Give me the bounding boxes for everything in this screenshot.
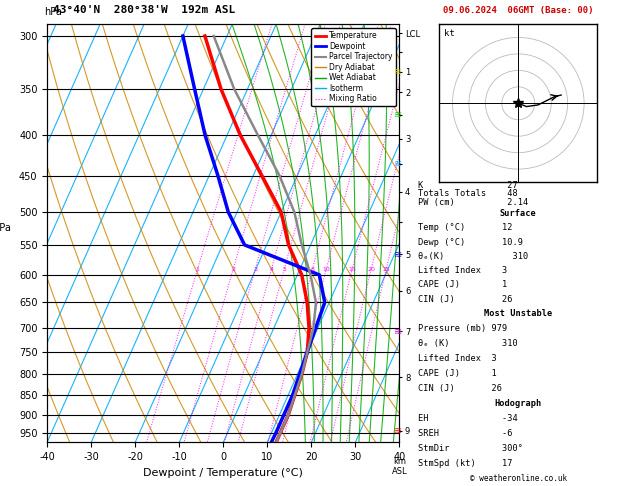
- Text: PW (cm)          2.14: PW (cm) 2.14: [418, 198, 528, 207]
- Text: Pressure (mb) 979: Pressure (mb) 979: [418, 324, 507, 333]
- Text: km
ASL: km ASL: [392, 457, 407, 476]
- Legend: Temperature, Dewpoint, Parcel Trajectory, Dry Adiabat, Wet Adiabat, Isotherm, Mi: Temperature, Dewpoint, Parcel Trajectory…: [311, 28, 396, 106]
- Text: Lifted Index    3: Lifted Index 3: [418, 266, 507, 275]
- Text: 3: 3: [253, 267, 257, 272]
- Text: CIN (J)         26: CIN (J) 26: [418, 295, 512, 304]
- Text: 15: 15: [348, 267, 356, 272]
- Text: hPa: hPa: [44, 7, 62, 17]
- X-axis label: Dewpoint / Temperature (°C): Dewpoint / Temperature (°C): [143, 468, 303, 478]
- Text: Lifted Index  3: Lifted Index 3: [418, 354, 496, 363]
- Text: 25: 25: [382, 267, 390, 272]
- Text: Most Unstable: Most Unstable: [484, 309, 552, 318]
- Text: ≋: ≋: [394, 426, 403, 435]
- Text: ≋: ≋: [394, 159, 403, 169]
- Text: CIN (J)       26: CIN (J) 26: [418, 384, 501, 393]
- Text: 1: 1: [196, 267, 199, 272]
- Text: ≋: ≋: [394, 67, 403, 77]
- Text: θₑ(K)             310: θₑ(K) 310: [418, 252, 528, 261]
- Y-axis label: hPa: hPa: [0, 223, 11, 233]
- Text: StmSpd (kt)     17: StmSpd (kt) 17: [418, 459, 512, 469]
- Text: CAPE (J)        1: CAPE (J) 1: [418, 280, 507, 289]
- Text: CAPE (J)      1: CAPE (J) 1: [418, 369, 496, 378]
- Text: StmDir          300°: StmDir 300°: [418, 444, 523, 453]
- Text: ≋: ≋: [394, 110, 403, 120]
- Text: Dewp (°C)       10.9: Dewp (°C) 10.9: [418, 238, 523, 246]
- Text: θₑ (K)          310: θₑ (K) 310: [418, 339, 518, 348]
- Text: K                27: K 27: [418, 181, 518, 190]
- Text: Temp (°C)       12: Temp (°C) 12: [418, 224, 512, 232]
- Text: ≋: ≋: [394, 249, 403, 260]
- Text: 8: 8: [311, 267, 314, 272]
- Text: 20: 20: [367, 267, 375, 272]
- Text: 10: 10: [322, 267, 330, 272]
- Text: © weatheronline.co.uk: © weatheronline.co.uk: [470, 474, 567, 483]
- Text: 2: 2: [231, 267, 235, 272]
- Text: 43°40'N  280°38'W  192m ASL: 43°40'N 280°38'W 192m ASL: [53, 4, 236, 15]
- Text: Surface: Surface: [500, 209, 537, 218]
- Text: EH              -34: EH -34: [418, 414, 518, 423]
- Text: 5: 5: [282, 267, 286, 272]
- Text: Hodograph: Hodograph: [494, 399, 542, 408]
- Text: Totals Totals    48: Totals Totals 48: [418, 190, 518, 198]
- Text: 09.06.2024  06GMT (Base: 00): 09.06.2024 06GMT (Base: 00): [443, 5, 594, 15]
- Text: SREH            -6: SREH -6: [418, 429, 512, 438]
- Text: kt: kt: [444, 29, 455, 38]
- Text: ≋: ≋: [394, 327, 403, 336]
- Text: 4: 4: [269, 267, 274, 272]
